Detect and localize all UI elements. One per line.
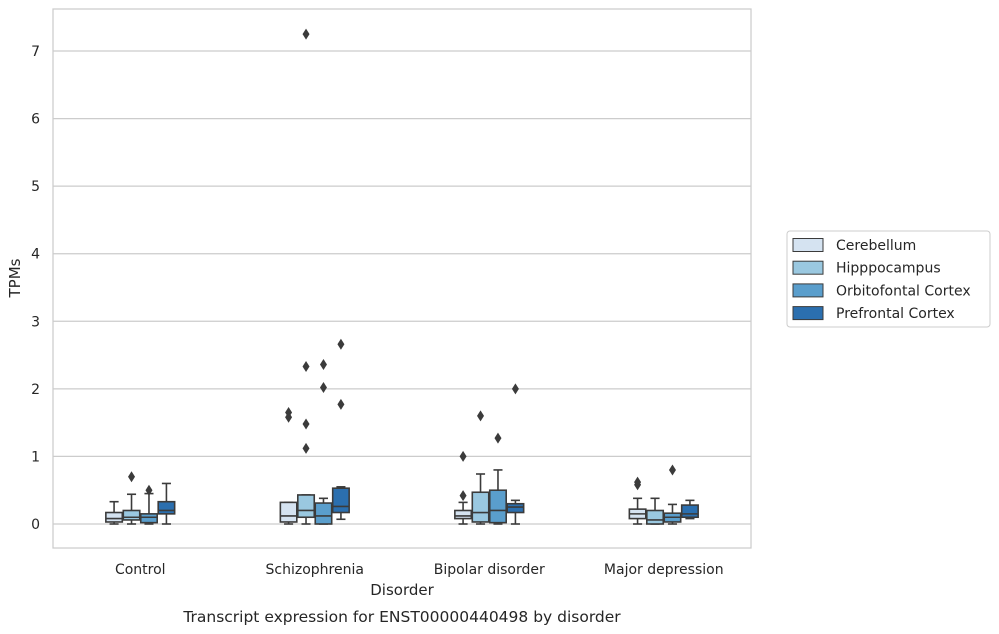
box-orbitofontal-cortex — [314, 359, 333, 525]
box-cerebellum — [454, 450, 473, 525]
outlier-point — [145, 484, 153, 496]
outlier-point — [302, 361, 310, 373]
box-iqr — [122, 509, 141, 521]
box-hipppocampus — [645, 497, 665, 525]
outlier-point — [319, 382, 327, 394]
box-iqr — [139, 513, 159, 524]
outlier-point — [511, 383, 519, 395]
legend-frame — [786, 230, 991, 328]
box-hipppocampus — [296, 28, 316, 525]
outlier-point — [319, 359, 327, 371]
legend-swatch — [792, 306, 824, 321]
box-iqr — [105, 511, 124, 523]
y-tick-label: 6 — [31, 112, 40, 128]
legend-label: Hipppocampus — [836, 261, 941, 277]
x-axis-title: Disorder — [370, 581, 434, 599]
box-orbitofontal-cortex — [663, 464, 682, 525]
outlier-point — [302, 442, 310, 454]
box-prefrontal-cortex — [331, 338, 350, 521]
box-iqr — [296, 494, 316, 519]
box-orbitofontal-cortex — [139, 484, 159, 525]
legend-swatch — [792, 238, 824, 252]
box-prefrontal-cortex — [680, 499, 699, 520]
x-axis-ticks: Control Schizophrenia Bipolar disorder Majo… — [115, 562, 724, 578]
legend-swatch — [792, 283, 824, 298]
outlier-point — [494, 432, 502, 444]
box-cerebellum — [628, 476, 647, 525]
x-tick-label: Bipolar disorder — [434, 562, 545, 578]
box-prefrontal-cortex — [157, 482, 176, 525]
outlier-point — [634, 476, 642, 488]
box-iqr — [279, 501, 298, 523]
box-hipppocampus — [122, 471, 141, 525]
outlier-point — [302, 418, 310, 430]
outlier-point — [459, 490, 467, 502]
y-axis-ticks: 0 1 2 3 4 5 6 7 — [31, 44, 40, 533]
x-tick-label: Control — [115, 562, 166, 578]
box-prefrontal-cortex — [506, 383, 525, 525]
chart-caption: Transcript expression for ENST0000044049… — [182, 608, 621, 626]
grid-lines — [53, 50, 751, 525]
box-hipppocampus — [471, 410, 490, 525]
y-tick-label: 1 — [31, 449, 40, 465]
x-tick-label: Major depression — [604, 562, 724, 578]
y-tick-label: 2 — [31, 382, 40, 398]
outlier-point — [459, 450, 467, 462]
legend-swatch — [792, 260, 824, 275]
box-iqr — [331, 487, 350, 514]
box-iqr — [314, 502, 333, 525]
x-tick-label: Schizophrenia — [266, 562, 364, 578]
legend-label: Prefrontal Cortex — [836, 306, 955, 322]
y-tick-label: 3 — [31, 314, 40, 330]
legend-label: Orbitofontal Cortex — [836, 283, 971, 299]
outlier-point — [302, 28, 310, 40]
box-cerebellum — [105, 500, 124, 525]
outlier-point — [337, 338, 345, 350]
y-tick-label: 4 — [31, 247, 40, 263]
y-tick-label: 0 — [31, 517, 40, 533]
y-axis-title: TPMs — [6, 258, 24, 298]
box-series-layer — [105, 28, 699, 525]
box-iqr — [680, 504, 699, 519]
outlier-point — [337, 398, 345, 410]
outlier-point — [128, 471, 136, 483]
legend-label: Cerebellum — [836, 238, 916, 254]
y-tick-label: 5 — [31, 179, 40, 195]
box-iqr — [645, 509, 665, 525]
box-orbitofontal-cortex — [488, 432, 508, 525]
box-iqr — [157, 500, 176, 515]
box-iqr — [471, 491, 490, 523]
box-iqr — [506, 502, 525, 514]
y-tick-label: 7 — [31, 44, 40, 60]
box-iqr — [488, 489, 508, 524]
plot-frame — [52, 8, 752, 549]
outlier-point — [477, 410, 485, 422]
legend: Cerebellum Hipppocampus Orbitofontal Corte… — [786, 230, 991, 328]
box-iqr — [454, 509, 473, 520]
outlier-point — [668, 464, 676, 476]
box-cerebellum — [279, 407, 298, 525]
outlier-point — [285, 411, 293, 423]
